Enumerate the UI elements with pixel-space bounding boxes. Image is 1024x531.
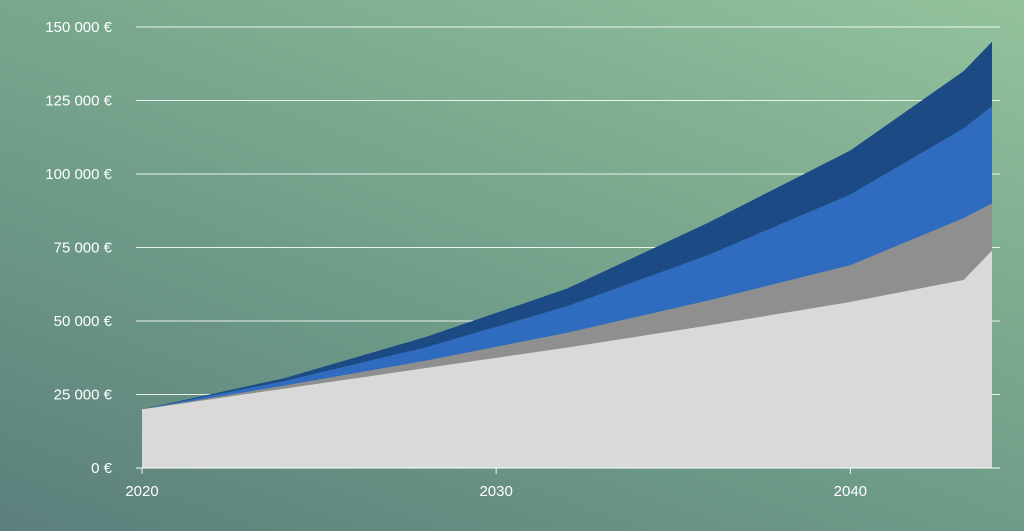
area-series-2 — [142, 203, 992, 410]
x-tick-label: 2020 — [125, 483, 158, 500]
y-tick-label: 75 000 € — [54, 240, 113, 257]
y-tick-label: 50 000 € — [54, 313, 113, 330]
y-tick-label: 0 € — [91, 460, 113, 477]
x-axis-tick-labels: 2020 2030 2040 — [125, 483, 867, 500]
area-series-3 — [142, 106, 992, 410]
x-tick-label: 2030 — [479, 483, 512, 500]
y-axis-tick-labels: 0 € 25 000 € 50 000 € 75 000 € 100 000 € 125 … — [45, 19, 112, 477]
area-series — [142, 41, 992, 468]
y-tick-label: 100 000 € — [45, 166, 112, 183]
y-tick-label: 25 000 € — [54, 387, 113, 404]
y-tick-label: 125 000 € — [45, 93, 112, 110]
area-series-1 — [142, 250, 992, 468]
axes — [136, 467, 1000, 474]
x-tick-label: 2040 — [834, 483, 867, 500]
y-tick-label: 150 000 € — [45, 19, 112, 36]
